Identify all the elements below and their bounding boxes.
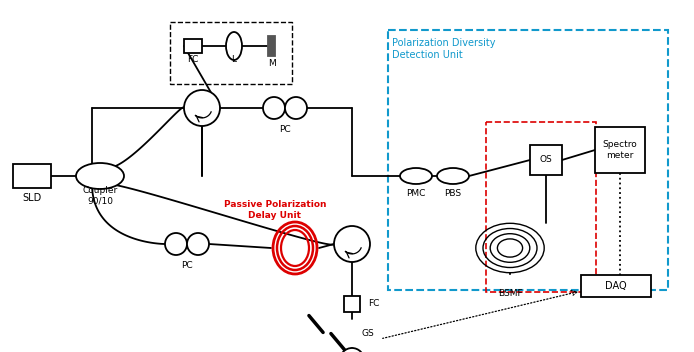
Ellipse shape (76, 163, 124, 189)
Text: GS: GS (362, 329, 375, 339)
Text: PC: PC (279, 126, 291, 134)
Circle shape (187, 233, 209, 255)
Circle shape (285, 97, 307, 119)
Bar (595, 127, 645, 173)
Text: M: M (268, 58, 276, 68)
Text: BSMF: BSMF (498, 289, 523, 298)
Bar (170, 22, 292, 84)
Bar (388, 30, 668, 290)
Ellipse shape (400, 168, 432, 184)
Bar (344, 296, 360, 312)
Bar (269, 36, 276, 56)
Ellipse shape (226, 32, 242, 60)
Ellipse shape (437, 168, 469, 184)
Text: Coupler
90/10: Coupler 90/10 (83, 186, 117, 206)
Circle shape (334, 226, 370, 262)
Text: PMC: PMC (406, 189, 425, 199)
Text: OS: OS (540, 156, 552, 164)
Bar (184, 39, 202, 53)
Bar (581, 275, 651, 297)
Circle shape (263, 97, 285, 119)
Text: FC: FC (368, 300, 380, 308)
Text: DAQ: DAQ (605, 281, 627, 291)
Text: FC: FC (187, 56, 198, 64)
Text: Polarization Diversity
Detection Unit: Polarization Diversity Detection Unit (392, 38, 496, 59)
Text: SLD: SLD (22, 193, 42, 203)
Text: L: L (232, 56, 237, 64)
Circle shape (184, 90, 220, 126)
Bar (530, 145, 562, 175)
Bar (13, 164, 51, 188)
Circle shape (340, 348, 364, 352)
Text: PBS: PBS (444, 189, 462, 199)
Text: Passive Polarization
Delay Unit: Passive Polarization Delay Unit (223, 200, 326, 220)
Text: PC: PC (181, 262, 193, 270)
Text: Spectro
meter: Spectro meter (602, 140, 637, 160)
Circle shape (165, 233, 187, 255)
Bar (486, 122, 596, 292)
